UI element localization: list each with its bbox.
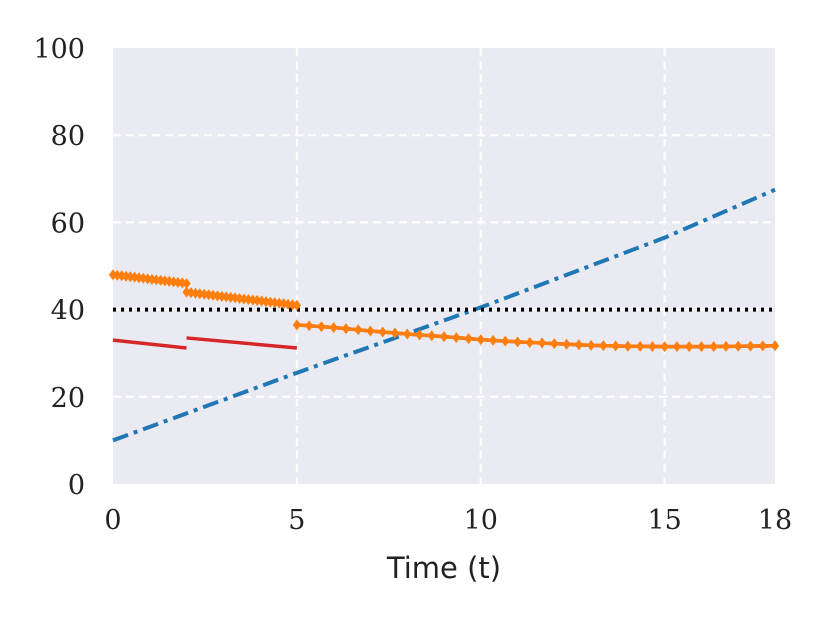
series-3-marker	[378, 326, 387, 338]
series-3-marker	[672, 341, 682, 353]
series-3-marker	[697, 341, 706, 353]
series-3-marker	[537, 337, 547, 349]
x-tick-label: 15	[647, 505, 681, 536]
series-3-marker	[354, 324, 363, 336]
series-3-marker	[685, 341, 694, 353]
series-2-line	[186, 336, 298, 350]
series-3-marker	[770, 340, 780, 352]
series-3-marker	[525, 336, 534, 348]
series-3-marker	[574, 339, 583, 351]
series-layer	[108, 187, 780, 443]
y-tick-label: 100	[33, 34, 85, 65]
series-3-marker	[329, 321, 338, 333]
series-3-marker	[182, 277, 191, 289]
series-2-line	[112, 338, 187, 350]
series-3-marker	[439, 331, 449, 343]
series-3-marker	[623, 340, 633, 352]
series-3-marker	[721, 340, 731, 352]
series-3-marker	[341, 323, 351, 335]
series-3-marker	[452, 332, 461, 344]
x-tick-label: 18	[758, 505, 792, 536]
series-3-marker	[366, 325, 375, 337]
x-axis-label: Time (t)	[386, 551, 501, 585]
series-3-marker	[476, 334, 485, 346]
y-tick-label: 60	[51, 208, 85, 239]
series-3-marker	[746, 340, 755, 352]
series-3-marker	[305, 320, 314, 332]
series-3-marker	[501, 335, 510, 347]
series-3-marker	[403, 328, 412, 340]
y-tick-label: 80	[51, 121, 85, 152]
series-3-marker	[586, 339, 596, 351]
series-3-marker	[611, 340, 620, 352]
series-3-marker	[464, 333, 473, 345]
x-tick-label: 10	[464, 505, 498, 536]
series-3-marker	[599, 340, 608, 352]
series-3-marker	[758, 340, 767, 352]
series-3-marker	[660, 341, 669, 353]
series-3-marker	[513, 336, 522, 348]
y-tick-label: 40	[51, 296, 85, 327]
series-3-marker	[488, 334, 498, 346]
series-0-line	[112, 187, 776, 443]
series-3-line	[296, 323, 776, 349]
ticks-layer: 0 5 10 15 18 0 20 40 60 80 100	[33, 34, 792, 536]
series-3-marker	[292, 319, 302, 331]
series-3-marker	[734, 340, 743, 352]
series-3-marker	[636, 340, 645, 352]
x-tick-label: 0	[104, 505, 121, 536]
series-3-marker	[709, 341, 718, 353]
series-3-marker	[390, 327, 400, 339]
plot-area-background	[113, 48, 775, 484]
y-tick-label: 20	[51, 383, 85, 414]
series-3-marker	[550, 338, 559, 350]
x-tick-label: 5	[288, 505, 305, 536]
series-3-marker	[415, 329, 424, 341]
series-3-marker	[648, 341, 657, 353]
y-tick-label: 0	[68, 470, 85, 501]
series-3-marker	[292, 299, 302, 311]
series-3-marker	[562, 338, 571, 350]
series-3-marker	[317, 321, 326, 333]
series-3-marker	[427, 330, 436, 342]
